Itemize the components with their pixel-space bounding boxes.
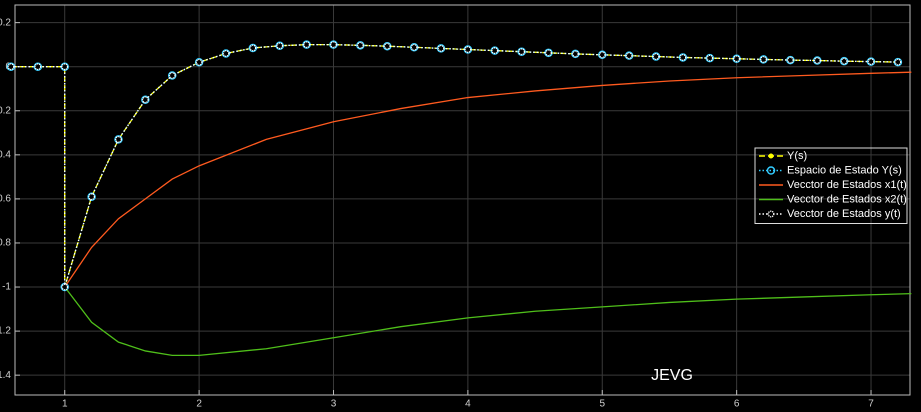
marker	[766, 166, 776, 175]
marker	[222, 50, 230, 57]
marker	[195, 58, 203, 66]
marker	[249, 44, 257, 52]
series-line	[64, 286, 912, 356]
marker	[813, 57, 821, 64]
y-tick-label: 0.2	[0, 17, 11, 28]
x-tick-label: 4	[465, 399, 471, 410]
legend-label: Vecctor de Estados x2(t)	[787, 193, 907, 205]
marker	[867, 58, 875, 66]
marker	[786, 55, 795, 65]
marker	[760, 55, 767, 63]
marker	[303, 41, 311, 49]
annotation: JEVG	[651, 367, 693, 384]
marker	[88, 193, 96, 201]
legend-label: Y(s)	[787, 150, 807, 162]
marker	[759, 55, 768, 64]
marker	[356, 41, 365, 50]
marker	[114, 135, 123, 144]
legend-label: Vecctor de Estados y(t)	[787, 208, 901, 220]
series-line	[64, 71, 912, 288]
legend-box	[754, 147, 908, 224]
marker	[383, 42, 391, 50]
marker	[733, 55, 741, 63]
grid: 12345670.20-0.2-0.4-0.6-0.8-1-1.2-1.4	[0, 4, 911, 410]
marker	[115, 135, 122, 143]
marker	[248, 43, 258, 53]
y-tick-label: -0.2	[0, 105, 11, 116]
marker	[141, 95, 150, 104]
marker	[679, 53, 687, 61]
legend-label: Espacio de Estado Y(s)	[787, 164, 902, 176]
marker	[767, 210, 775, 218]
marker	[840, 57, 848, 65]
marker	[652, 53, 660, 61]
y-tick-label: -0.8	[0, 238, 11, 249]
marker	[168, 72, 176, 79]
marker	[894, 58, 902, 66]
marker	[436, 44, 446, 53]
y-tick-label: -1.2	[0, 326, 11, 337]
marker	[768, 153, 774, 159]
axes-box	[14, 4, 911, 396]
y-tick-label: -1	[2, 282, 11, 293]
x-tick-label: 2	[196, 399, 202, 410]
marker	[517, 47, 526, 56]
marker	[598, 50, 607, 60]
marker	[866, 57, 876, 66]
marker	[571, 50, 579, 58]
marker	[706, 54, 714, 62]
y-tick-label: -0.4	[0, 149, 11, 160]
legend: Y(s) Espacio de Estado Y(s) Vecctor de Est…	[754, 147, 908, 224]
marker	[194, 58, 204, 67]
marker	[87, 192, 96, 201]
marker	[410, 43, 418, 51]
marker	[409, 43, 419, 52]
marker	[221, 49, 231, 58]
x-tick-label: 1	[62, 399, 68, 410]
legend-label: Vecctor de Estados x1(t)	[787, 179, 907, 191]
y-tick-label: -0.6	[0, 194, 11, 205]
marker	[61, 63, 69, 71]
marker	[276, 42, 284, 50]
marker	[598, 51, 606, 59]
marker	[545, 49, 552, 57]
x-tick-label: 7	[868, 399, 874, 410]
marker	[786, 56, 794, 64]
marker	[167, 71, 177, 80]
marker	[839, 56, 849, 66]
marker	[518, 48, 526, 56]
y-tick-label: -1.4	[0, 370, 11, 381]
plot-area	[6, 40, 912, 356]
marker	[491, 47, 499, 55]
x-tick-label: 5	[599, 399, 605, 410]
marker	[705, 53, 715, 63]
marker	[329, 40, 338, 49]
series-line	[10, 44, 898, 288]
x-tick-label: 6	[734, 399, 740, 410]
marker	[625, 52, 633, 60]
marker	[356, 41, 364, 49]
x-tick-label: 3	[331, 399, 337, 410]
marker	[141, 96, 149, 104]
marker	[61, 283, 69, 291]
marker	[437, 44, 445, 52]
marker	[330, 41, 337, 49]
marker	[464, 46, 472, 53]
marker	[33, 62, 43, 71]
marker	[34, 63, 42, 71]
marker	[678, 53, 688, 62]
marker	[7, 63, 15, 71]
marker	[275, 41, 284, 51]
